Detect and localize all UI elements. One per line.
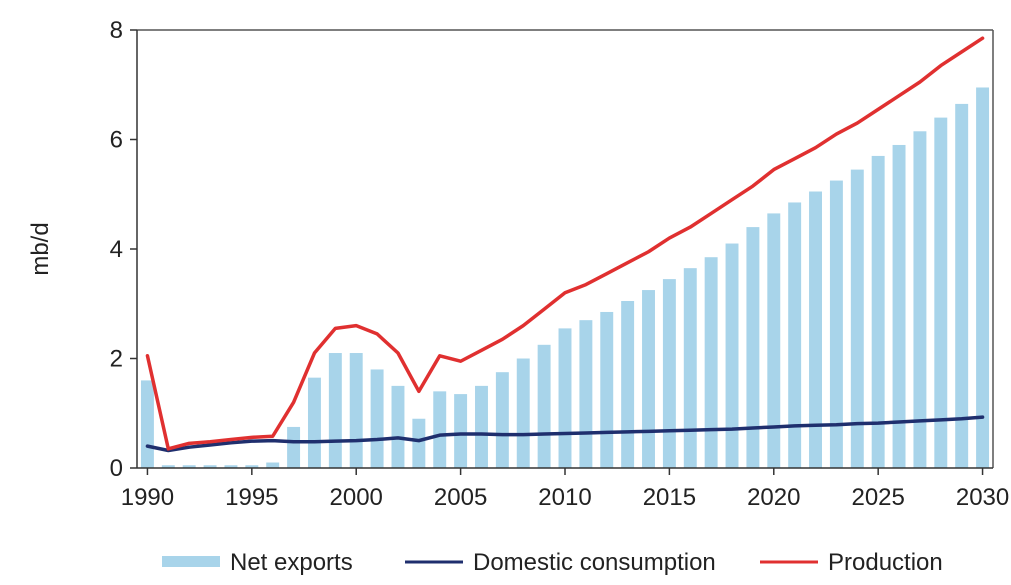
bar-net-exports-2010 [558,328,572,468]
bar-net-exports-2016 [683,268,697,468]
x-tick-label-2025: 2025 [851,484,904,511]
line-domestic-consumption [145,415,985,453]
y-tick-label-6: 6 [110,127,123,154]
y-tick-label-0: 0 [110,455,123,482]
bar-net-exports-2024 [850,169,864,469]
bar-net-exports-2011 [579,320,593,468]
bar-net-exports-2005 [454,394,468,468]
bar-net-exports-2000 [349,353,363,468]
bar-net-exports-2012 [600,311,614,468]
bar-net-exports-2015 [662,279,676,468]
bar-net-exports-2009 [537,344,551,468]
legend-label-production: Production [828,549,943,576]
x-axis-ticks: 1990 1995 2000 2005 2010 2015 2020 2025 2030 [121,468,1009,511]
y-tick-label-2: 2 [110,346,123,373]
legend-swatch-net-exports [162,556,220,567]
bar-net-exports-2019 [746,227,760,468]
bar-net-exports-1998 [307,377,321,468]
bar-net-exports-2006 [475,385,488,469]
net-exports-bars [140,87,990,469]
bar-net-exports-2001 [370,369,384,468]
bar-net-exports-1995 [245,465,259,468]
x-tick-label-2010: 2010 [538,484,591,511]
legend-item-net-exports: Net exports [162,549,353,576]
x-tick-label-1995: 1995 [225,484,278,511]
bar-net-exports-2018 [725,243,739,468]
bar-net-exports-2021 [788,202,802,468]
y-tick-label-8: 8 [110,17,123,44]
bar-net-exports-2014 [642,290,655,468]
x-tick-label-1990: 1990 [121,484,174,511]
x-tick-label-2000: 2000 [330,484,383,511]
legend: Net exports Domestic consumption Productio… [162,549,943,576]
bar-net-exports-1990 [140,380,154,468]
bar-net-exports-1996 [266,462,280,468]
bar-net-exports-1997 [287,426,301,468]
bar-net-exports-2020 [767,213,781,468]
bar-net-exports-1991 [161,465,175,468]
legend-label-domestic-consumption: Domestic consumption [473,549,716,576]
bar-net-exports-2008 [516,358,530,468]
line-production [145,36,985,451]
legend-item-domestic-consumption: Domestic consumption [405,549,716,576]
bar-net-exports-2002 [391,385,405,469]
bar-net-exports-2017 [704,257,718,468]
bar-net-exports-2007 [495,372,509,468]
x-tick-label-2020: 2020 [747,484,800,511]
bar-net-exports-2026 [892,144,906,468]
y-axis-ticks: 0 2 4 6 8 [110,17,137,482]
bar-net-exports-2023 [829,180,843,468]
x-tick-label-2015: 2015 [643,484,696,511]
bar-net-exports-2022 [809,191,822,468]
legend-item-production: Production [760,549,943,576]
y-axis-title: mb/d [27,222,54,275]
bar-net-exports-2003 [412,418,426,468]
y-tick-label-4: 4 [110,236,123,263]
bar-net-exports-2025 [871,155,885,468]
bar-net-exports-2027 [913,131,927,469]
bar-net-exports-1992 [182,465,196,468]
bar-net-exports-2028 [934,117,948,468]
series-lines [145,36,985,453]
bar-net-exports-1999 [328,353,342,468]
bar-net-exports-2004 [433,391,447,468]
legend-label-net-exports: Net exports [230,549,353,576]
bar-net-exports-2013 [621,301,635,468]
bar-net-exports-2030 [976,87,990,469]
bar-net-exports-1993 [203,465,217,468]
x-tick-label-2005: 2005 [434,484,487,511]
bar-net-exports-2029 [955,103,969,468]
bar-net-exports-1994 [224,465,238,468]
x-tick-label-2030: 2030 [956,484,1009,511]
